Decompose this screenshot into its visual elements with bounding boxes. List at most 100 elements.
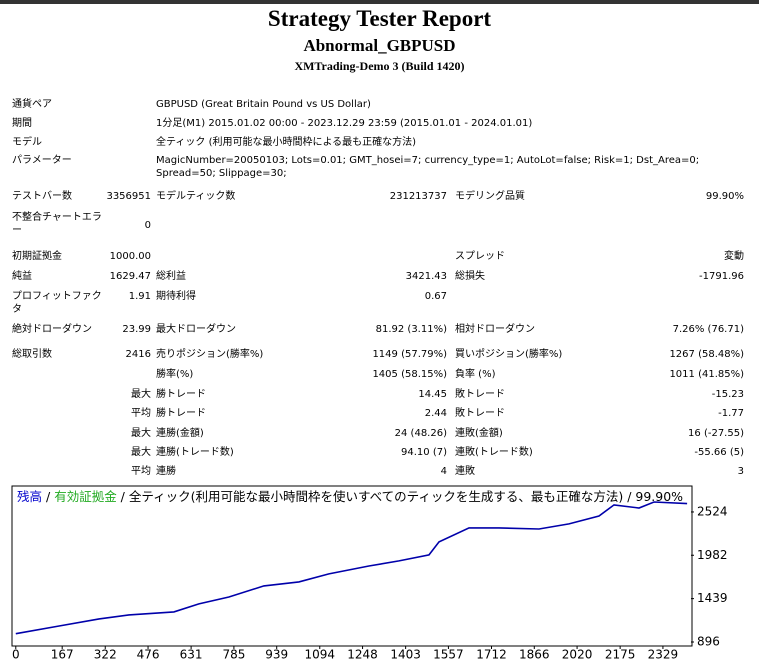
y-tick-label: 1439 (697, 591, 728, 605)
table-cell: スプレッド (455, 251, 505, 262)
table-cell: MagicNumber=20050103; Lots=0.01; GMT_hos… (156, 155, 700, 179)
table-cell: 負率 (%) (455, 369, 496, 380)
table-cell: 買いポジション(勝率%) (455, 349, 563, 360)
table-cell: 24 (48.26) (394, 428, 447, 439)
table-cell: 期間 (12, 118, 32, 129)
x-tick-label: 1557 (433, 648, 464, 662)
balance-line (15, 501, 688, 635)
table-cell: 1629.47 (109, 271, 151, 282)
table-cell: 7.26% (76.71) (672, 324, 744, 335)
table-cell: 最大 (131, 428, 151, 439)
table-cell: 総損失 (455, 271, 485, 282)
table-cell: 勝トレード (156, 408, 206, 419)
table-cell: 1149 (57.79%) (372, 349, 447, 360)
table-cell: 0.67 (424, 291, 447, 302)
x-tick-label: 1248 (347, 648, 378, 662)
table-cell: -1.77 (718, 408, 744, 419)
legend-text: 残高 (17, 489, 42, 504)
table-cell: 通貨ペア (12, 99, 52, 110)
table-cell: 99.90% (705, 191, 744, 202)
table-cell: 勝率(%) (156, 369, 194, 380)
table-cell: 最大 (131, 447, 151, 458)
table-cell: パラメーター (12, 155, 72, 166)
x-tick-label: 785 (222, 648, 245, 662)
table-cell: 16 (-27.55) (688, 428, 744, 439)
legend-text: / (42, 489, 54, 504)
table-cell: 3356951 (106, 191, 151, 202)
table-cell: 23.99 (122, 324, 151, 335)
y-tick-label: 896 (697, 635, 720, 649)
table-cell: 平均 (131, 408, 151, 419)
legend: 残高 / 有効証拠金 / 全ティック(利用可能な最小時間枠を使いすべてのティック… (17, 489, 683, 504)
table-cell: 連敗(金額) (455, 428, 503, 439)
table-cell: 2.44 (424, 408, 447, 419)
table-cell: 初期証拠金 (12, 251, 62, 262)
table-cell: 相対ドローダウン (455, 324, 535, 335)
table-cell: 1.91 (128, 291, 151, 302)
x-tick-label: 2329 (648, 648, 679, 662)
table-cell: 2416 (125, 349, 151, 360)
table-cell: 総取引数 (12, 349, 52, 360)
table-cell: 連勝 (156, 466, 176, 477)
table-cell: 1000.00 (109, 251, 151, 262)
report-title: Strategy Tester Report (267, 6, 492, 31)
table-cell: 変動 (724, 251, 744, 262)
table-cell: 14.45 (418, 389, 447, 400)
table-cell: 連勝(金額) (156, 428, 204, 439)
table-cell: 絶対ドローダウン (12, 324, 92, 335)
table-cell: 総利益 (156, 271, 186, 282)
table-cell: 最大 (131, 389, 151, 400)
legend-text: 有効証拠金 (54, 489, 117, 504)
x-tick-label: 1094 (304, 648, 335, 662)
x-tick-label: 1866 (519, 648, 550, 662)
table-cell: 1267 (58.48%) (669, 349, 744, 360)
table-cell: 3 (737, 466, 744, 477)
table-cell: 1405 (58.15%) (372, 369, 447, 380)
x-tick-label: 939 (265, 648, 288, 662)
table-cell: 連敗 (455, 466, 475, 477)
table-cell: 1分足(M1) 2015.01.02 00:00 - 2023.12.29 23… (156, 118, 533, 129)
table-cell: GBPUSD (Great Britain Pound vs US Dollar… (156, 99, 371, 110)
x-tick-label: 167 (51, 648, 74, 662)
table-cell: 敗トレード (455, 408, 505, 419)
x-tick-label: 322 (94, 648, 117, 662)
table-cell: モデリング品質 (455, 191, 525, 202)
table-cell: -15.23 (711, 389, 744, 400)
table-cell: 0 (144, 220, 151, 231)
table-cell: 全ティック (利用可能な最小時間枠による最も正確な方法) (156, 137, 417, 148)
x-tick-label: 2175 (605, 648, 636, 662)
table-cell: 連勝(トレード数) (156, 447, 234, 458)
x-tick-label: 631 (180, 648, 203, 662)
report-subtitle: Abnormal_GBPUSD (303, 36, 456, 55)
y-tick-label: 2524 (697, 504, 728, 518)
table-cell: 連敗(トレード数) (455, 447, 533, 458)
table-cell: 平均 (131, 466, 151, 477)
table-cell: テストバー数 (12, 191, 72, 202)
table-cell: 勝トレード (156, 389, 206, 400)
table-cell: 94.10 (7) (401, 447, 447, 458)
table-cell: -1791.96 (699, 271, 744, 282)
table-cell: 1011 (41.85%) (669, 369, 744, 380)
y-tick-label: 1982 (697, 548, 728, 562)
table-cell: 純益 (12, 271, 32, 282)
x-tick-label: 0 (12, 648, 20, 662)
table-cell: -55.66 (5) (694, 447, 744, 458)
table-cell: モデル (12, 137, 42, 148)
table-cell: 敗トレード (455, 389, 505, 400)
table-cell: 3421.43 (405, 271, 447, 282)
table-cell: 4 (440, 466, 447, 477)
table-cell: プロフィットファクタ (12, 291, 102, 315)
x-tick-label: 2020 (562, 648, 593, 662)
table-cell: 81.92 (3.11%) (375, 324, 447, 335)
table-cell: モデルティック数 (156, 191, 236, 202)
server: XMTrading-Demo 3 (Build 1420) (294, 59, 465, 73)
table-cell: 期待利得 (156, 291, 196, 302)
table-cell: 売りポジション(勝率%) (156, 349, 264, 360)
plot-frame (11, 485, 693, 647)
table-cell: 最大ドローダウン (156, 324, 236, 335)
table-cell: 231213737 (389, 191, 447, 202)
table-cell: 不整合チャートエラー (12, 212, 102, 236)
x-tick-label: 1403 (390, 648, 421, 662)
